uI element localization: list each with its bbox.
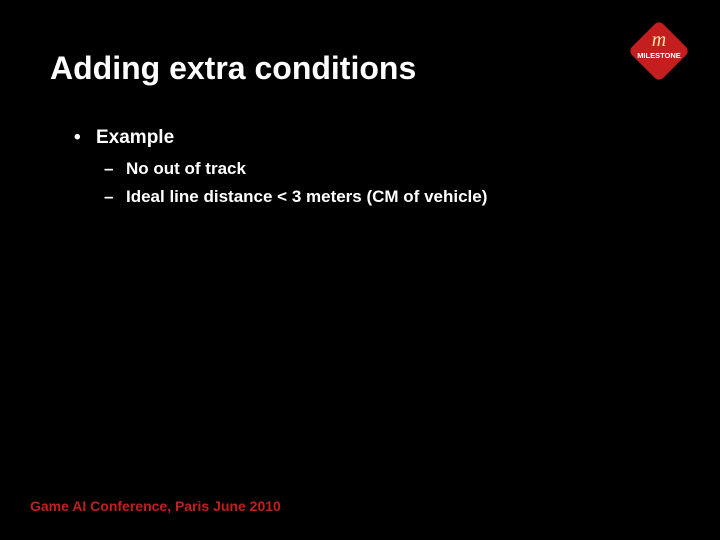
svg-text:m: m xyxy=(652,29,666,51)
milestone-logo: m MILESTONE xyxy=(626,18,692,84)
slide-title: Adding extra conditions xyxy=(50,50,670,87)
logo-text: MILESTONE xyxy=(637,51,681,60)
slide-footer: Game AI Conference, Paris June 2010 xyxy=(30,498,281,514)
bullet-no-out-of-track: No out of track xyxy=(104,159,670,179)
slide-content: Example No out of track Ideal line dista… xyxy=(50,127,670,207)
bullet-example: Example xyxy=(74,127,670,149)
bullet-ideal-line-distance: Ideal line distance < 3 meters (CM of ve… xyxy=(104,187,670,207)
slide-container: m MILESTONE Adding extra conditions Exam… xyxy=(0,0,720,540)
